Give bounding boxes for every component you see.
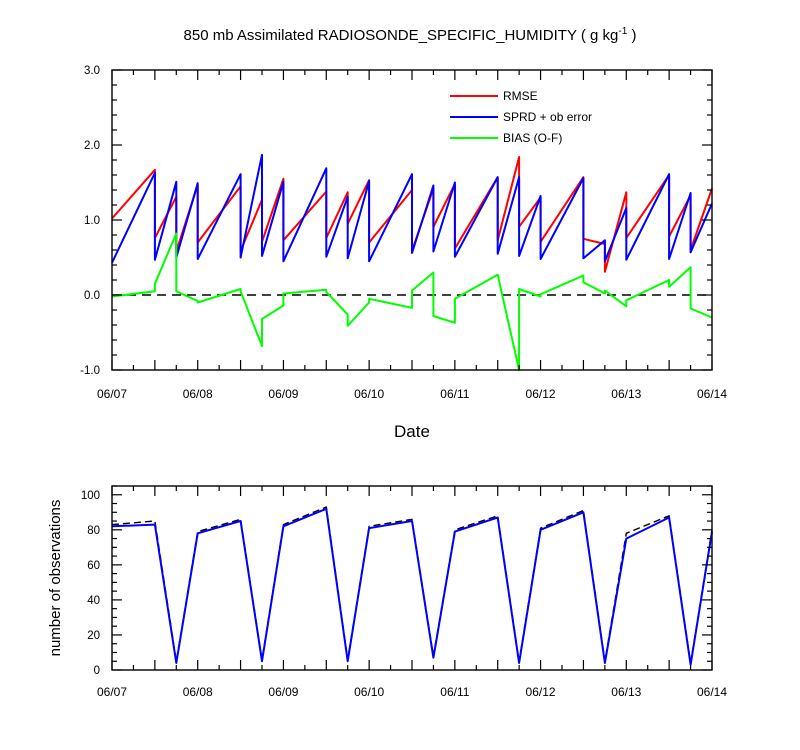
legend-label-sprd-ob-error: SPRD + ob error: [503, 110, 592, 124]
bottom-chart-plot-frame: [111, 485, 713, 671]
chart-title-superscript: -1: [618, 26, 627, 37]
top-chart: 06/07 06/08 06/09 06/10 06/11 06/12 06/13 06/14…: [80, 65, 727, 441]
y-tick-label-40: 40: [87, 595, 100, 607]
x-tick-label-06-11: 06/11: [440, 387, 469, 401]
y-tick-label-3-0: 3.0: [84, 65, 100, 77]
top-chart-series-layer: [111, 153, 713, 371]
bottom-chart-ticks: [111, 485, 713, 671]
y-tick-label-1-0: -1.0: [80, 365, 100, 377]
y-tick-label-0-0: 0.0: [84, 290, 100, 302]
top-chart-x-tick-labels: 06/07 06/08 06/09 06/10 06/11 06/12 06/13 06/14: [97, 387, 727, 401]
chart-title: 850 mb Assimilated RADIOSONDE_SPECIFIC_H…: [184, 26, 637, 44]
series-line-bias-o-f: [111, 232, 713, 371]
x-tick-label-06-09: 06/09: [268, 685, 298, 699]
bottom-chart-x-tick-labels: 06/07 06/08 06/09 06/10 06/11 06/12 06/13 06/14: [97, 685, 727, 699]
bottom-chart: 06/07 06/08 06/09 06/10 06/11 06/12 06/13 06/14…: [47, 485, 727, 699]
y-tick-label-60: 60: [87, 560, 100, 572]
series-line-assimilated: [111, 507, 713, 666]
y-tick-label-100: 100: [81, 490, 100, 502]
x-tick-label-06-10: 06/10: [354, 387, 384, 401]
x-tick-label-06-11: 06/11: [440, 685, 469, 699]
bottom-chart-y-tick-labels: 0 20 40 60 80 100: [81, 490, 100, 677]
x-tick-label-06-10: 06/10: [354, 685, 384, 699]
y-tick-label-80: 80: [87, 525, 100, 537]
series-line-possible: [111, 506, 713, 664]
y-tick-label-2-0: 2.0: [84, 140, 100, 152]
top-chart-y-tick-labels: -1.0 0.0 1.0 2.0 3.0: [80, 65, 100, 377]
y-tick-label-20: 20: [87, 630, 100, 642]
x-tick-label-06-12: 06/12: [526, 387, 556, 401]
top-chart-ticks: [111, 69, 713, 371]
y-tick-label-0: 0: [94, 665, 100, 677]
legend-label-rmse: RMSE: [503, 89, 538, 103]
x-tick-label-06-13: 06/13: [611, 387, 641, 401]
legend: RMSE SPRD + ob error BIAS (O-F): [450, 89, 592, 145]
series-line-sprd-ob-error: [111, 153, 713, 264]
x-tick-label-06-13: 06/13: [611, 685, 641, 699]
x-tick-label-06-14: 06/14: [697, 685, 727, 699]
x-tick-label-06-09: 06/09: [268, 387, 298, 401]
bottom-chart-series-layer: [111, 506, 713, 666]
chart-title-main: 850 mb Assimilated RADIOSONDE_SPECIFIC_H…: [184, 27, 619, 44]
chart-title-close: ): [627, 27, 636, 44]
top-chart-x-axis-title: Date: [394, 422, 430, 441]
y-tick-label-1-0: 1.0: [84, 215, 100, 227]
legend-label-bias-o-f: BIAS (O-F): [503, 131, 562, 145]
x-tick-label-06-07: 06/07: [97, 387, 127, 401]
x-tick-label-06-14: 06/14: [697, 387, 727, 401]
x-tick-label-06-08: 06/08: [183, 387, 213, 401]
x-tick-label-06-07: 06/07: [97, 685, 127, 699]
x-tick-label-06-12: 06/12: [526, 685, 556, 699]
x-tick-label-06-08: 06/08: [183, 685, 213, 699]
bottom-chart-y-axis-title: number of observations: [47, 500, 64, 657]
